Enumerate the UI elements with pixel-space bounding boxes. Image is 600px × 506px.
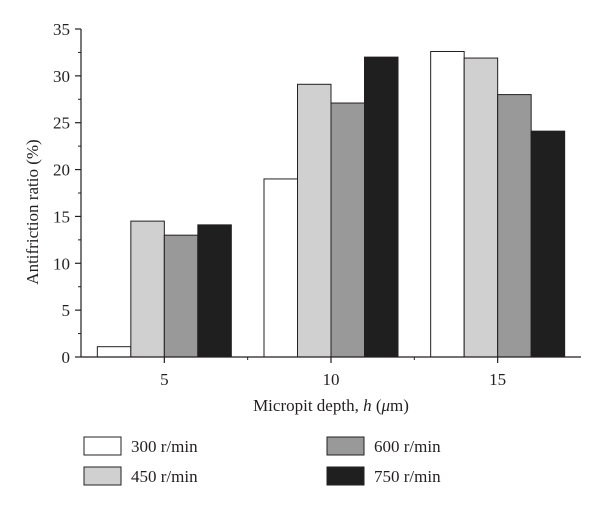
legend-label-300-r-min: 300 r/min <box>131 437 198 456</box>
x-axis-label-part: m) <box>390 396 409 415</box>
x-axis-label-part: μ <box>381 396 391 415</box>
bar-300-r-min-10 <box>263 178 298 358</box>
bar-450-r-min-15 <box>463 57 499 358</box>
y-tick-label: 30 <box>53 67 70 86</box>
bar-600-r-min-15 <box>497 94 532 358</box>
legend-label-750-r-min: 750 r/min <box>374 467 441 486</box>
legend-swatch-750-r-min <box>326 466 365 486</box>
legend-swatch-300-r-min <box>83 436 122 456</box>
y-tick-label: 5 <box>62 301 71 320</box>
y-tick-label: 10 <box>53 254 70 273</box>
x-tick-label: 5 <box>160 370 169 389</box>
y-tick-label: 0 <box>62 348 71 367</box>
y-axis-label: Antifriction ratio (%) <box>23 139 42 284</box>
legend-label-600-r-min: 600 r/min <box>374 437 441 456</box>
x-axis-label-part: h <box>363 396 372 415</box>
bars-layer <box>96 50 566 358</box>
bar-450-r-min-5 <box>130 220 165 358</box>
legend: 300 r/min 450 r/min 600 r/min 750 r/min <box>83 436 441 486</box>
x-axis-label-part: ( <box>372 396 382 415</box>
x-axis-label: Micropit depth, h (μm) <box>253 396 409 415</box>
x-tick-label: 15 <box>489 370 506 389</box>
bar-300-r-min-15 <box>430 50 465 358</box>
y-axis-ticks: 0 5 10 15 20 25 30 35 <box>53 20 81 367</box>
bar-600-r-min-10 <box>330 102 365 358</box>
bar-300-r-min-5 <box>96 346 132 358</box>
bar-450-r-min-10 <box>297 83 332 358</box>
y-tick-label: 15 <box>53 207 70 226</box>
x-axis-label-part: Micropit depth, <box>253 396 363 415</box>
legend-label-450-r-min: 450 r/min <box>131 467 198 486</box>
y-tick-label: 35 <box>53 20 70 39</box>
bar-750-r-min-10 <box>364 56 399 358</box>
legend-swatch-600-r-min <box>326 436 365 456</box>
y-tick-label: 25 <box>53 114 70 133</box>
bar-750-r-min-15 <box>530 130 566 358</box>
bar-600-r-min-5 <box>163 234 199 358</box>
x-axis-ticks: 5 10 15 <box>160 357 506 389</box>
x-tick-label: 10 <box>323 370 340 389</box>
y-tick-label: 20 <box>53 161 70 180</box>
legend-swatch-450-r-min <box>83 466 122 486</box>
bar-750-r-min-5 <box>197 224 232 358</box>
